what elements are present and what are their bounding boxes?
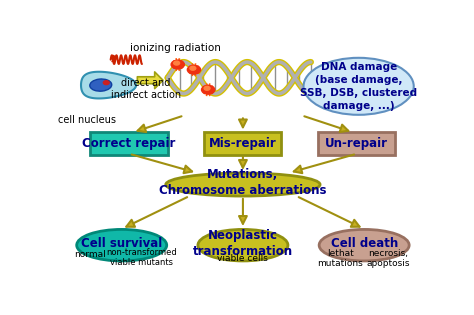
- Ellipse shape: [166, 173, 320, 196]
- Text: Cell survival: Cell survival: [81, 237, 162, 250]
- FancyBboxPatch shape: [91, 132, 168, 155]
- Text: Un-repair: Un-repair: [325, 137, 388, 150]
- Text: Neoplastic
transformation: Neoplastic transformation: [193, 229, 293, 258]
- Text: viable cells: viable cells: [218, 254, 268, 263]
- Text: lethat
mutations: lethat mutations: [318, 249, 363, 268]
- Text: normal: normal: [74, 250, 106, 259]
- Ellipse shape: [319, 229, 409, 261]
- Ellipse shape: [198, 229, 288, 261]
- Text: ionizing radiation: ionizing radiation: [129, 43, 220, 53]
- Ellipse shape: [90, 79, 112, 91]
- Text: necrosis,
apoptosis: necrosis, apoptosis: [366, 249, 410, 268]
- Circle shape: [190, 66, 196, 70]
- Circle shape: [171, 60, 184, 69]
- Circle shape: [187, 65, 201, 74]
- Text: Correct repair: Correct repair: [82, 137, 176, 150]
- Circle shape: [201, 85, 215, 94]
- Ellipse shape: [303, 58, 414, 115]
- Text: Mis-repair: Mis-repair: [209, 137, 277, 150]
- Text: Mutations,
Chromosome aberrations: Mutations, Chromosome aberrations: [159, 168, 327, 197]
- Text: direct and
indirect action: direct and indirect action: [110, 78, 181, 100]
- Text: cell nucleus: cell nucleus: [58, 115, 116, 125]
- Ellipse shape: [77, 229, 167, 261]
- Circle shape: [173, 61, 180, 65]
- Circle shape: [103, 81, 109, 85]
- Polygon shape: [81, 72, 136, 98]
- FancyBboxPatch shape: [318, 132, 395, 155]
- Text: DNA damage
(base damage,
SSB, DSB, clustered
damage, ...): DNA damage (base damage, SSB, DSB, clust…: [300, 62, 417, 111]
- FancyBboxPatch shape: [204, 132, 282, 155]
- Text: non-transformed
viable mutants: non-transformed viable mutants: [107, 248, 177, 267]
- Circle shape: [204, 86, 210, 90]
- Text: Cell death: Cell death: [330, 237, 398, 250]
